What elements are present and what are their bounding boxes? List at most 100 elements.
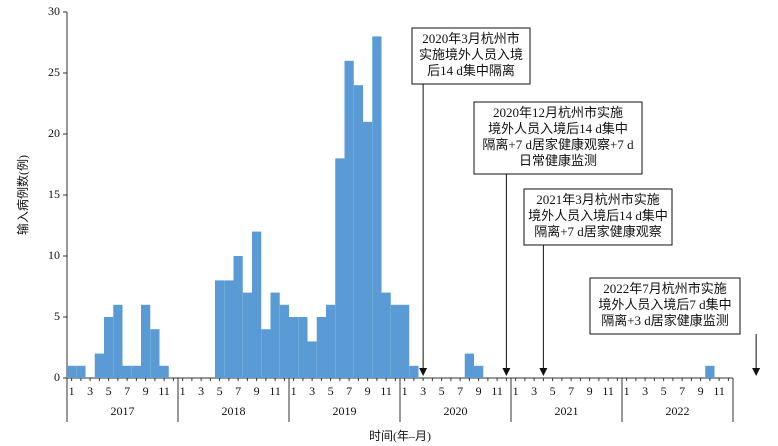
- bar: [113, 304, 123, 378]
- bar: [279, 304, 289, 378]
- annotation-box: [473, 101, 643, 175]
- bar: [150, 329, 160, 378]
- x-tick-label: 9: [143, 384, 149, 398]
- bar: [326, 304, 336, 378]
- x-tick-label: 7: [568, 384, 574, 398]
- bar: [381, 292, 391, 378]
- x-tick-label: 9: [254, 384, 260, 398]
- x-tick-label: 1: [513, 384, 519, 398]
- y-tick-label: 15: [48, 187, 60, 201]
- annotation-box: [411, 27, 531, 85]
- bar: [353, 85, 363, 378]
- x-tick-label: 5: [550, 384, 556, 398]
- group-label: 2022: [666, 404, 690, 418]
- bar: [131, 365, 141, 378]
- x-tick-label: 5: [328, 384, 334, 398]
- x-tick-label: 1: [624, 384, 630, 398]
- x-tick-label: 9: [365, 384, 371, 398]
- annotation-text: 后14 d集中隔离: [427, 63, 515, 78]
- bar: [705, 365, 715, 378]
- bar: [233, 256, 243, 378]
- bar: [122, 365, 132, 378]
- x-tick-label: 1: [402, 384, 408, 398]
- y-axis-title: 输入病例数(例): [15, 155, 30, 235]
- annotation-box: [523, 188, 673, 246]
- group-label: 2020: [444, 404, 468, 418]
- bar: [363, 121, 373, 379]
- x-tick-label: 3: [420, 384, 426, 398]
- bar: [159, 365, 169, 378]
- annotation-text: 日常健康监测: [519, 153, 597, 168]
- arrow-head: [752, 368, 761, 376]
- x-tick-label: 3: [642, 384, 648, 398]
- x-tick-label: 1: [69, 384, 75, 398]
- bar: [242, 292, 252, 378]
- annotation-text: 隔离+7 d居家健康观察: [534, 224, 662, 239]
- x-tick-label: 5: [217, 384, 223, 398]
- arrow-head: [539, 368, 548, 376]
- x-tick-label: 11: [491, 384, 503, 398]
- bar: [94, 353, 104, 378]
- x-tick-label: 7: [124, 384, 130, 398]
- group-label: 2017: [111, 404, 135, 418]
- annotation-text: 2022年7月杭州市实施: [603, 281, 727, 296]
- x-tick-label: 9: [476, 384, 482, 398]
- bar: [215, 280, 225, 378]
- x-tick-label: 7: [679, 384, 685, 398]
- x-tick-label: 5: [106, 384, 112, 398]
- x-tick-label: 5: [439, 384, 445, 398]
- x-axis-title: 时间(年–月): [369, 429, 431, 443]
- bar: [224, 280, 234, 378]
- y-tick-label: 0: [54, 370, 60, 384]
- bar: [289, 317, 299, 378]
- x-tick-label: 11: [158, 384, 170, 398]
- annotation-text: 实施境外人员入境: [419, 47, 523, 62]
- x-tick-label: 5: [661, 384, 667, 398]
- x-tick-label: 7: [457, 384, 463, 398]
- bar: [409, 365, 419, 378]
- bar: [400, 304, 410, 378]
- y-tick-label: 10: [48, 248, 60, 262]
- annotation-box: [589, 277, 741, 335]
- group-label: 2021: [555, 404, 579, 418]
- bar: [335, 158, 345, 378]
- annotation-text: 隔离+3 d居家健康监测: [601, 313, 729, 328]
- y-tick-label: 20: [48, 126, 60, 140]
- y-tick-label: 25: [48, 65, 60, 79]
- x-tick-label: 7: [235, 384, 241, 398]
- x-tick-label: 11: [602, 384, 614, 398]
- x-tick-label: 1: [291, 384, 297, 398]
- x-tick-label: 3: [198, 384, 204, 398]
- bar: [104, 317, 114, 378]
- x-tick-label: 11: [380, 384, 392, 398]
- x-tick-label: 11: [713, 384, 725, 398]
- bar: [261, 329, 271, 378]
- x-tick-label: 1: [180, 384, 186, 398]
- bar: [76, 365, 86, 378]
- annotation-text: 隔离+7 d居家健康观察+7 d: [482, 137, 634, 152]
- bar: [372, 36, 382, 379]
- x-tick-label: 7: [346, 384, 352, 398]
- x-tick-label: 9: [698, 384, 704, 398]
- x-tick-label: 3: [531, 384, 537, 398]
- y-tick-label: 5: [54, 309, 60, 323]
- group-label: 2019: [333, 404, 357, 418]
- annotation-text: 境外人员入境后14 d集中: [488, 121, 628, 136]
- bar: [344, 60, 354, 379]
- arrow-head: [419, 368, 428, 376]
- bar: [464, 353, 474, 378]
- annotation-text: 境外人员入境后14 d集中: [528, 208, 668, 223]
- annotation-text: 2021年3月杭州市实施: [536, 192, 660, 207]
- annotation-text: 2020年3月杭州市: [422, 31, 520, 46]
- x-tick-label: 3: [87, 384, 93, 398]
- annotation-text: 境外人员入境后7 d集中: [598, 297, 731, 312]
- y-tick-label: 30: [48, 4, 60, 18]
- x-tick-label: 3: [309, 384, 315, 398]
- bar: [316, 317, 326, 378]
- bar: [298, 317, 308, 378]
- group-label: 2018: [222, 404, 246, 418]
- bar: [141, 304, 151, 378]
- bar: [270, 292, 280, 378]
- bar: [474, 365, 484, 378]
